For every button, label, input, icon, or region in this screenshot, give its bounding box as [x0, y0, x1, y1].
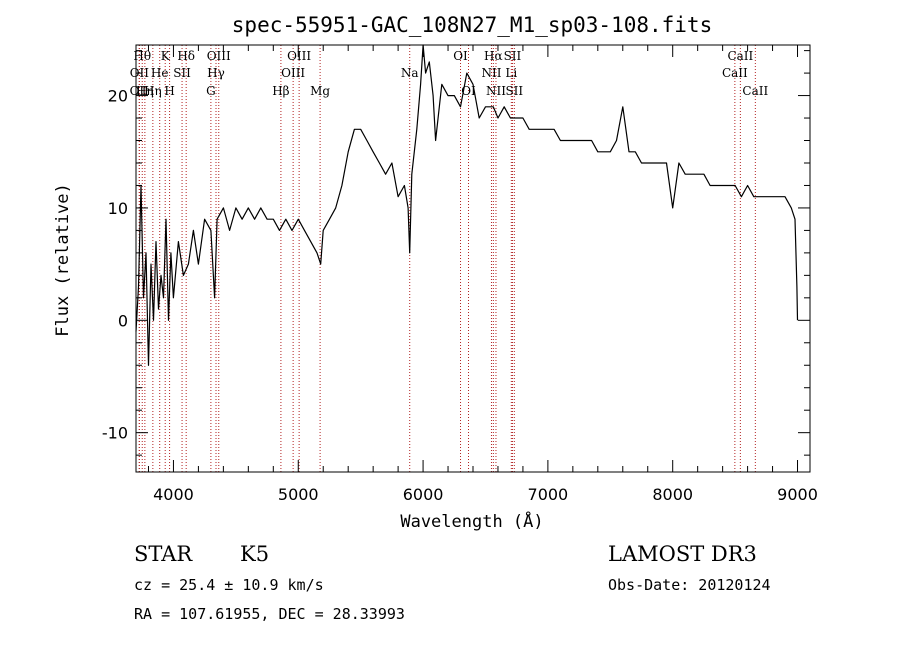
x-tick-label: 5000 [278, 485, 319, 504]
x-axis-label: Wavelength (Å) [400, 510, 543, 532]
line-marker-label: CaII [727, 49, 753, 63]
line-marker-label: Hγ [207, 66, 225, 80]
survey-name: LAMOST DR3 [608, 542, 757, 566]
x-tick-label: 7000 [528, 485, 569, 504]
line-marker-label: He [151, 66, 169, 80]
spectral-line-markers [138, 45, 756, 472]
spectrum-series [135, 44, 799, 366]
line-marker-label: G [206, 84, 216, 98]
line-marker-label: OIII [281, 66, 305, 80]
x-tick-label: 6000 [403, 485, 444, 504]
y-axis-label: Flux (relative) [53, 183, 73, 337]
x-tick-label: 8000 [652, 485, 693, 504]
line-marker-label: Hη [136, 84, 154, 98]
line-marker-label: Hβ [272, 84, 289, 98]
object-class: STAR [134, 542, 193, 566]
y-tick-label: 20 [108, 87, 128, 106]
line-marker-label: Hα [484, 49, 503, 63]
line-marker-label: Hη [144, 84, 162, 98]
y-tick-label: 10 [108, 199, 128, 218]
chart-title: spec-55951-GAC_108N27_M1_sp03-108.fits [232, 13, 712, 37]
x-axis: 4000 5000 6000 7000 8000 9000 [147, 45, 818, 504]
line-marker-label: CaII [722, 66, 748, 80]
spectral-line-labels: HθOIIOIIHηHηHeKHSIIHδGHγOIIIHβOIIIOIIIMg… [130, 49, 769, 98]
spectral-subclass: K5 [240, 542, 269, 566]
line-marker-label: H [164, 84, 174, 98]
line-marker-label: Mg [310, 84, 330, 98]
line-marker-label: OIII [207, 49, 231, 63]
plot-frame [135, 44, 811, 473]
line-marker-label: OI [461, 84, 476, 98]
line-marker-label: Li [505, 66, 517, 80]
line-marker-label: OII [130, 84, 150, 98]
line-marker-label: SII [505, 84, 523, 98]
y-axis: -10 0 10 20 [102, 50, 810, 456]
line-marker-label: OIII [287, 49, 311, 63]
line-marker-label: SII [504, 49, 522, 63]
line-marker-label: CaII [742, 84, 768, 98]
x-tick-label: 4000 [153, 485, 194, 504]
line-marker-label: SII [173, 66, 191, 80]
line-marker-label: Na [401, 66, 419, 80]
line-marker-label: NII [486, 84, 506, 98]
coordinates-readout: RA = 107.61955, DEC = 28.33993 [134, 605, 405, 623]
line-marker-label: NII [481, 66, 501, 80]
line-marker-label: Hθ [133, 49, 151, 63]
line-marker-label: K [161, 49, 171, 63]
line-marker-label: Hδ [177, 49, 195, 63]
observation-date: Obs-Date: 20120124 [608, 576, 771, 594]
redshift-readout: cz = 25.4 ± 10.9 km/s [134, 576, 324, 594]
x-tick-label: 9000 [777, 485, 818, 504]
y-tick-label: 0 [118, 311, 128, 330]
spectrum-line-0 [135, 44, 799, 366]
line-marker-label: OI [453, 49, 468, 63]
y-tick-label: -10 [102, 424, 128, 443]
